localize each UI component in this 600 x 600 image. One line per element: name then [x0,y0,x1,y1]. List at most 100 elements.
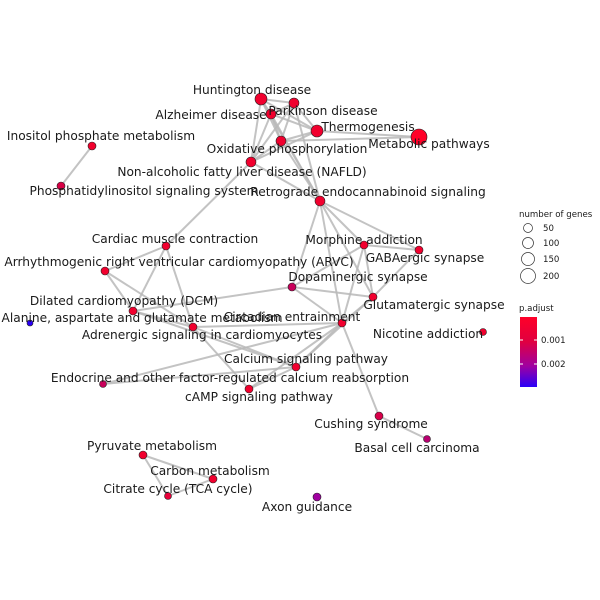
edge [363,244,374,298]
size-legend-circle [523,223,533,233]
edge [319,200,374,298]
edge [142,454,214,480]
node-label-dcm: Dilated cardiomyopathy (DCM) [30,294,218,308]
node-nafld [245,156,257,168]
node-label-metabolic: Metabolic pathways [368,137,490,151]
edge [378,415,428,440]
node-glutamatergic [368,292,378,302]
node-label-carbon: Carbon metabolism [150,464,270,478]
size-legend: 50 100 150 200 [520,223,559,284]
node-label-phosphatidylinositol: Phosphatidylinositol signaling system [30,184,259,198]
edge [270,113,321,202]
node-axon [312,492,322,502]
size-legend-label: 100 [543,239,559,249]
edge [248,322,343,390]
node-label-basal: Basal cell carcinoma [354,441,479,455]
node-label-dopaminergic: Dopaminergic synapse [288,270,427,284]
labels-layer: Huntington disease Parkinson diseaseAlzhe… [2,83,505,514]
node-label-nicotine: Nicotine addiction [373,327,483,341]
node-citrate [164,492,172,500]
size-legend-circle [522,237,534,249]
node-label-thermogenesis: Thermogenesis [320,120,414,134]
edge [248,366,297,390]
node-inositol [87,141,97,151]
edge [192,326,250,390]
color-legend-tick: 0.001 [541,336,566,346]
color-legend-title: p.adjust [519,304,554,314]
edge [295,322,343,368]
node-huntington [254,92,268,106]
node-label-huntington: Huntington disease [193,83,311,97]
edge [316,130,420,138]
node-endocrine [99,380,107,388]
node-cardiac [161,241,171,251]
node-dcm [128,306,138,316]
node-label-citrate: Citrate cycle (TCA cycle) [103,482,252,496]
node-alanine [26,319,34,327]
size-legend-label: 50 [543,224,554,234]
edge [280,140,321,202]
node-label-parkinson: Parkinson disease [268,104,377,118]
size-legend-label: 150 [543,255,559,265]
edge [165,161,252,247]
node-thermogenesis [310,124,324,138]
node-cushing [374,411,384,421]
node-label-glutamatergic: Glutamatergic synapse [363,298,504,312]
edge [102,322,343,385]
edge [192,326,297,368]
node-arvc [100,266,110,276]
edge [293,102,321,202]
node-label-circadian: Circadian entrainment [224,310,361,324]
edge [142,454,169,497]
node-label-camp: cAMP signaling pathway [185,390,333,404]
node-dopaminergic [287,282,297,292]
edge [250,102,295,163]
node-gabaergic [414,245,424,255]
size-legend-circle [520,268,536,284]
node-label-morphine: Morphine addiction [305,233,422,247]
size-legend-label: 200 [543,272,559,282]
node-label-pyruvate: Pyruvate metabolism [87,439,217,453]
node-pyruvate [138,450,148,460]
node-alzheimer [265,108,277,120]
node-label-calcium: Calcium signaling pathway [224,352,388,366]
edge [104,270,194,328]
edge [291,286,374,298]
edge [250,161,321,202]
node-label-axon: Axon guidance [262,500,352,514]
node-label-endocrine: Endocrine and other factor-regulated cal… [51,371,409,385]
node-camp [244,384,254,394]
node-morphine [359,240,369,250]
node-label-cushing: Cushing syndrome [314,417,428,431]
node-label-arvc: Arrhythmogenic right ventricular cardiom… [4,255,353,269]
edge [250,140,282,163]
edge [132,286,293,312]
node-label-inositol: Inositol phosphate metabolism [7,129,195,143]
edge [319,200,343,324]
node-label-nafld: Non-alcoholic fatty liver disease (NAFLD… [117,165,366,179]
node-label-alzheimer: Alzheimer disease [155,108,266,122]
edge [167,478,214,497]
node-basal [423,435,431,443]
edge [363,244,420,251]
node-phosphatidylinositol [56,181,66,191]
node-calcium [291,362,301,372]
edge [192,322,343,328]
edge [280,136,420,142]
edge [132,245,167,312]
legend: number of genes 50 100 150 200 p.adjust 0.0… [519,210,593,387]
edge [270,113,318,132]
node-label-cardiac: Cardiac muscle contraction [92,232,259,246]
node-metabolic [410,128,428,146]
node-adrenergic [188,322,198,332]
node-oxphos [275,135,287,147]
edge [165,245,194,328]
node-nicotine [479,328,487,336]
edge [250,113,272,163]
nodes-layer [26,92,487,502]
edge [102,366,297,385]
edge [291,286,343,324]
edge [60,145,93,187]
size-legend-title: number of genes [519,210,593,220]
